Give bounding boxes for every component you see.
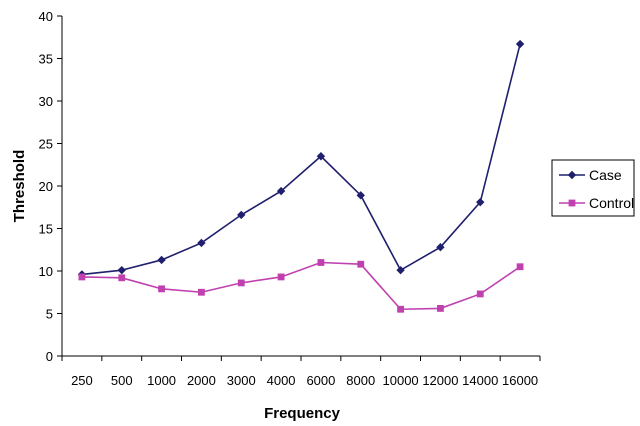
x-tick-label: 10000 <box>383 373 419 388</box>
series-line-control <box>81 261 521 311</box>
data-point-case <box>237 210 246 220</box>
y-tick-label: 15 <box>39 222 53 237</box>
x-tick-label: 500 <box>111 373 133 388</box>
series-case <box>77 39 525 279</box>
data-point-case <box>157 255 166 265</box>
legend-swatch-marker <box>568 199 576 207</box>
data-point-control <box>118 274 126 282</box>
data-point-case <box>356 191 365 200</box>
data-point-case <box>276 186 286 196</box>
y-axis: 0 5 10 15 20 25 30 35 40 <box>39 9 63 364</box>
data-point-control <box>516 263 524 271</box>
data-point-control <box>237 279 245 287</box>
data-point-control <box>277 273 285 281</box>
y-tick-label: 10 <box>39 264 53 279</box>
data-point-case <box>197 238 206 248</box>
series-layer <box>77 39 525 313</box>
legend-label: Control <box>589 195 634 211</box>
x-axis: 250 500 1000 2000 3000 4000 6000 8000 10000 12000… <box>61 355 541 388</box>
data-point-control <box>78 273 86 281</box>
legend: Case Control <box>551 159 635 217</box>
x-tick-label: 16000 <box>502 373 538 388</box>
data-point-case <box>436 243 445 252</box>
x-tick-label: 4000 <box>267 373 296 388</box>
x-tick-label: 8000 <box>346 373 375 388</box>
x-axis-title: Frequency <box>264 405 341 422</box>
x-tick-label: 2000 <box>187 373 216 388</box>
y-tick-label: 5 <box>46 307 53 322</box>
data-point-control <box>437 305 444 312</box>
legend-label: Case <box>589 167 622 183</box>
x-tick-label: 14000 <box>462 373 498 388</box>
y-tick-label: 35 <box>39 52 53 67</box>
data-point-control <box>198 288 205 296</box>
data-point-control <box>357 260 365 268</box>
y-tick-label: 20 <box>39 179 53 194</box>
data-point-case <box>396 265 405 275</box>
series-line-case <box>81 43 521 276</box>
data-point-control <box>158 285 165 293</box>
y-tick-label: 25 <box>39 137 53 152</box>
data-point-case <box>515 39 525 49</box>
data-point-case <box>117 265 126 275</box>
y-tick-label: 40 <box>39 9 53 24</box>
data-point-case <box>476 197 485 207</box>
data-point-control <box>397 305 404 313</box>
legend-box <box>551 159 635 217</box>
y-tick-label: 0 <box>46 349 53 364</box>
x-tick-label: 6000 <box>306 373 335 388</box>
x-tick-label: 12000 <box>422 373 458 388</box>
x-tick-label: 250 <box>71 373 93 388</box>
y-tick-label: 30 <box>39 94 53 109</box>
data-point-case <box>316 152 326 161</box>
legend-swatch-marker <box>567 170 577 180</box>
x-tick-label: 1000 <box>147 373 176 388</box>
legend-item-control: Control <box>559 195 634 211</box>
series-control <box>78 259 524 313</box>
y-axis-title: Threshold <box>11 150 28 223</box>
legend-item-case: Case <box>559 167 622 183</box>
x-tick-label: 3000 <box>227 373 256 388</box>
data-point-control <box>317 259 325 266</box>
data-point-control <box>476 290 484 298</box>
